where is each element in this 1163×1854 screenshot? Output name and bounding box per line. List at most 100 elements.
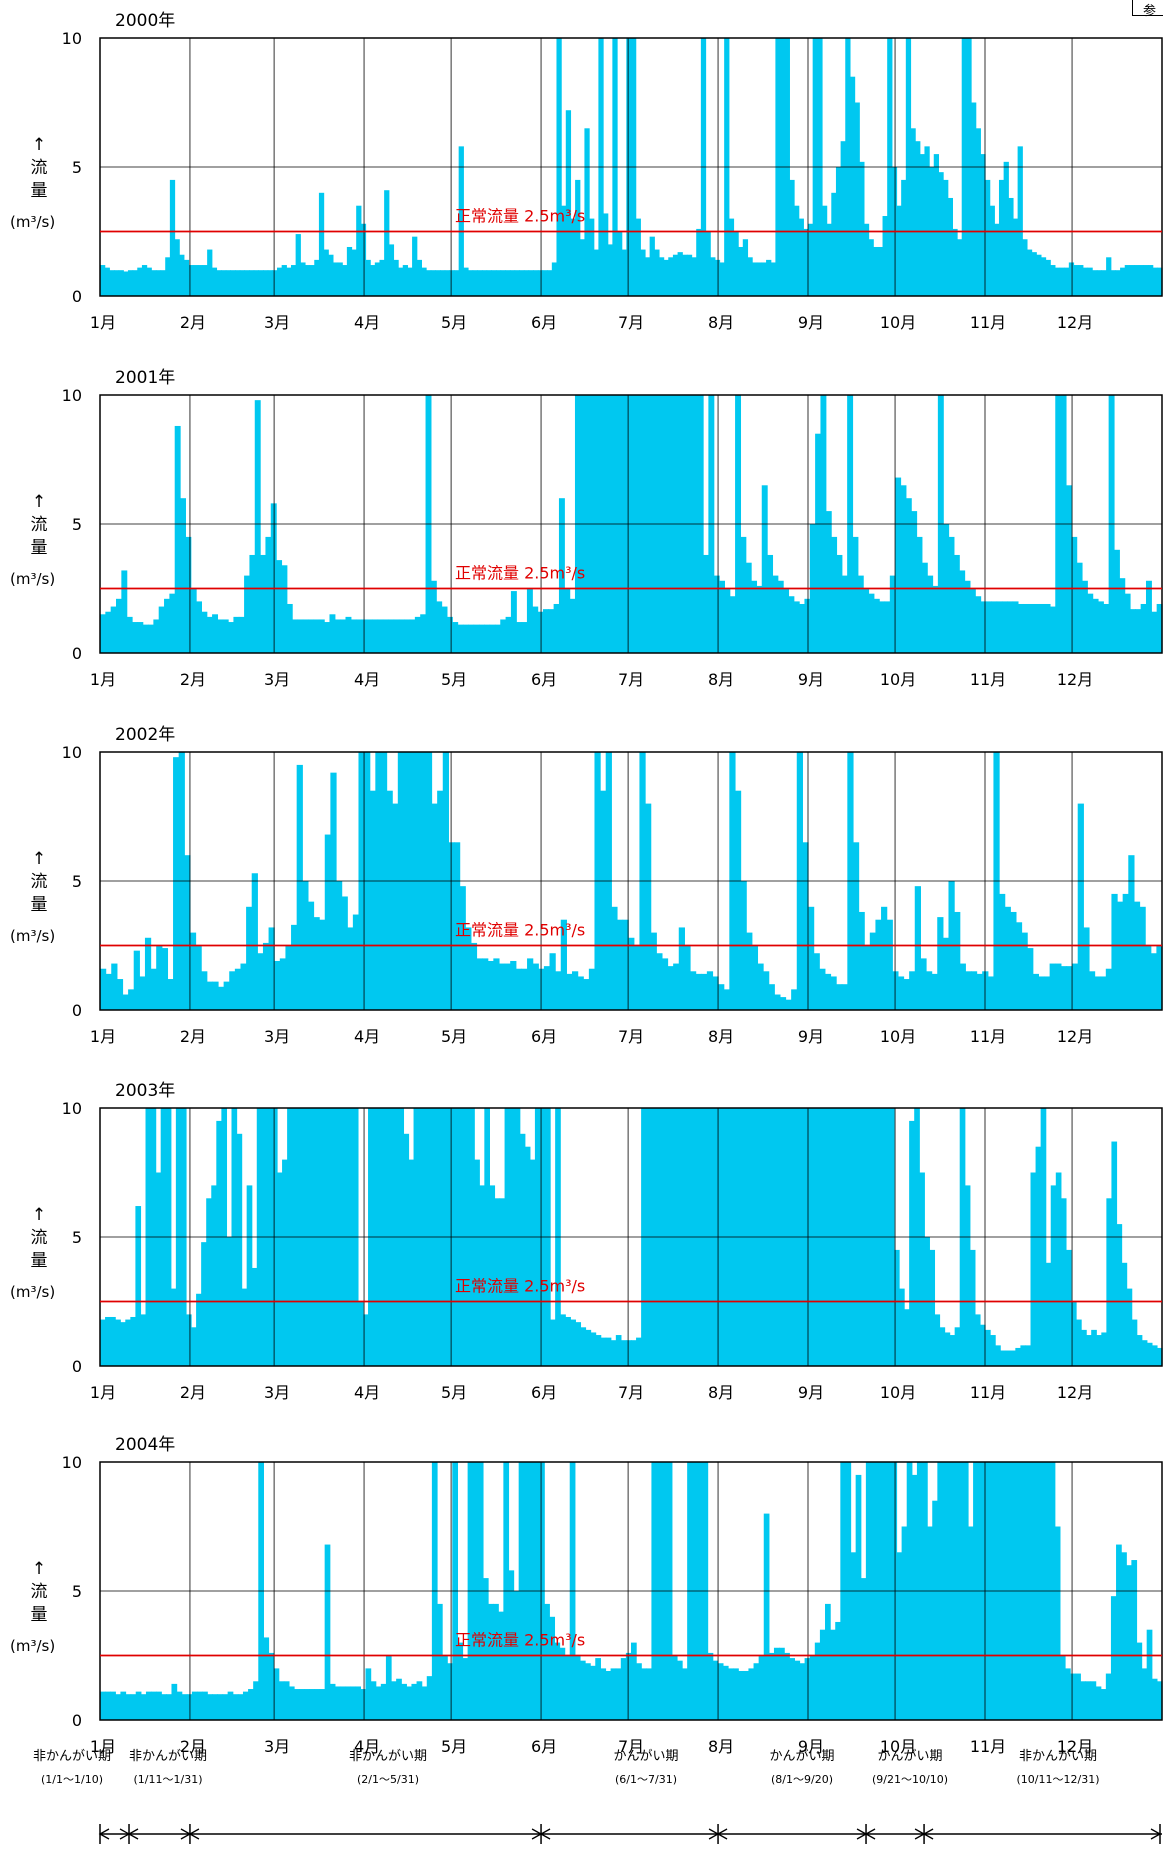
flow-bar — [926, 971, 933, 1010]
flow-bar — [1012, 218, 1019, 296]
flow-bar — [110, 1691, 116, 1720]
flow-bar — [174, 239, 180, 296]
flow-bar — [229, 971, 236, 1010]
flow-bar — [241, 1288, 248, 1366]
flow-bar — [873, 246, 879, 296]
flow-bar — [980, 154, 986, 296]
period-label: 非かんがい期 — [129, 1749, 207, 1764]
flow-bar — [565, 110, 572, 297]
flow-bar — [684, 945, 691, 1010]
flow-bar — [523, 270, 530, 296]
flow-bar — [859, 161, 865, 296]
flow-bar — [777, 580, 784, 653]
flow-bar — [831, 536, 838, 653]
flow-bar — [521, 968, 528, 1010]
flow-bar — [903, 979, 910, 1010]
flow-bar — [733, 1668, 739, 1720]
flow-bar — [825, 1603, 831, 1720]
flow-bar — [1023, 603, 1030, 653]
flow-bar — [521, 622, 528, 653]
flow-bar — [132, 270, 138, 296]
flow-bar — [751, 945, 759, 1010]
flow-bar — [1110, 270, 1117, 296]
flow-bar — [1091, 1329, 1097, 1366]
flow-bar — [753, 1663, 760, 1720]
flow-bar — [774, 994, 781, 1010]
flow-bar — [1111, 1141, 1118, 1366]
flow-bar — [542, 609, 549, 653]
y-axis-unit: (m³/s) — [10, 1283, 55, 1301]
x-tick-label: 10月 — [880, 313, 916, 332]
flow-bar — [295, 234, 301, 296]
flow-bar — [529, 1159, 536, 1366]
flow-bar — [470, 942, 478, 1010]
flow-bar — [304, 265, 311, 296]
flow-bar — [1036, 254, 1042, 296]
flow-bar — [491, 270, 497, 296]
flow-bar — [318, 192, 325, 296]
flow-bar — [233, 616, 240, 653]
flow-bar — [516, 622, 523, 653]
flow-bar — [527, 958, 534, 1010]
flow-bar — [248, 1689, 254, 1720]
flow-bar — [897, 976, 905, 1010]
x-tick-label: 12月 — [1057, 1737, 1093, 1756]
flow-bar — [1124, 593, 1131, 653]
flow-bar — [710, 257, 716, 296]
flow-bar — [779, 997, 787, 1010]
x-tick-label: 4月 — [354, 1737, 380, 1756]
flow-bar — [723, 989, 730, 1010]
flow-bar — [526, 588, 533, 653]
flow-bar — [313, 917, 320, 1010]
flow-bar — [1059, 267, 1065, 296]
flow-bar — [740, 536, 747, 653]
flow-bar — [302, 619, 309, 653]
flow-bar — [128, 989, 135, 1010]
flow-bar — [296, 764, 303, 1010]
y-tick-label: 0 — [72, 287, 82, 306]
flow-bar — [686, 254, 693, 296]
flow-bar — [254, 400, 261, 653]
flow-bar — [798, 218, 804, 296]
flow-bar — [201, 611, 208, 653]
x-tick-label: 5月 — [441, 1027, 467, 1046]
flow-bar — [377, 619, 384, 653]
flow-bar — [130, 1316, 136, 1366]
flow-bar — [569, 598, 576, 653]
flow-bar — [184, 855, 191, 1010]
flow-bar — [339, 1686, 346, 1720]
x-tick-label: 6月 — [531, 670, 557, 689]
flow-bar — [137, 622, 144, 653]
flow-bar — [549, 1616, 556, 1720]
flow-bar — [277, 1172, 283, 1366]
flow-bar — [1095, 1686, 1102, 1720]
flow-bar — [678, 927, 685, 1010]
flow-bar — [240, 963, 247, 1010]
flow-bar — [585, 1663, 591, 1720]
flow-bar — [995, 1345, 1001, 1366]
flow-bar — [791, 989, 798, 1010]
flow-bar — [105, 1691, 111, 1720]
flow-bar — [110, 1316, 116, 1366]
flow-bar — [330, 772, 337, 1010]
flow-bar — [1000, 1350, 1006, 1366]
flow-bar — [441, 606, 448, 653]
x-tick-label: 8月 — [708, 1027, 734, 1046]
y-axis-label-char: 量 — [31, 1605, 48, 1625]
y-tick-label: 5 — [72, 1228, 82, 1247]
flow-bar — [1076, 1319, 1082, 1366]
flow-bar — [802, 842, 809, 1010]
flow-bar — [478, 624, 485, 653]
flow-bar — [1065, 1249, 1072, 1366]
flow-bar — [232, 1694, 239, 1720]
flow-bar — [221, 270, 227, 296]
flow-bar — [695, 973, 702, 1010]
flow-bar — [260, 554, 267, 653]
flow-bar — [794, 1660, 801, 1720]
flow-bar — [171, 1683, 178, 1720]
flow-bar — [408, 1159, 415, 1366]
x-tick-label: 1月 — [90, 670, 116, 689]
flow-bar — [603, 213, 609, 296]
x-tick-label: 5月 — [441, 1383, 467, 1402]
flow-bar — [836, 554, 843, 653]
